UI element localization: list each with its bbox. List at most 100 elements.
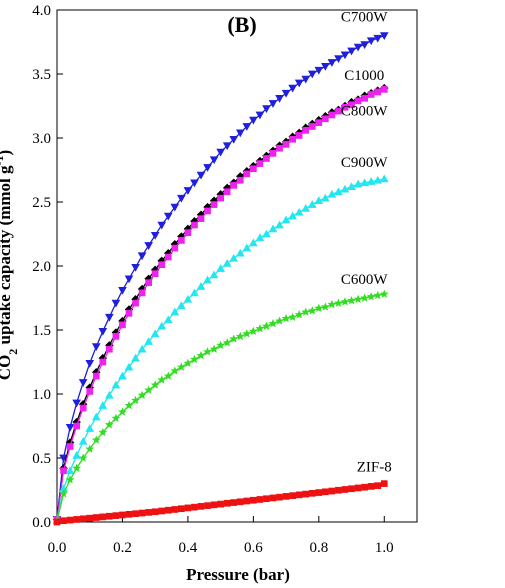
data-point-c600w xyxy=(222,338,232,347)
data-point-c800w xyxy=(86,388,94,395)
data-point-c900w xyxy=(281,215,291,224)
data-point-zif-8 xyxy=(73,516,80,523)
data-point-zif-8 xyxy=(341,486,349,493)
data-point-zif-8 xyxy=(138,509,146,517)
data-point-c700w xyxy=(314,66,324,75)
data-point-c900w xyxy=(183,294,193,303)
data-point-c900w xyxy=(105,390,114,399)
plot-frame xyxy=(56,9,418,523)
data-point-zif-8 xyxy=(79,515,87,523)
data-point-c700w xyxy=(196,171,206,180)
data-point-c800w xyxy=(295,132,303,139)
data-point-c900w xyxy=(353,179,363,188)
y-tick-label: 3.5 xyxy=(32,67,51,83)
data-point-c800w xyxy=(125,310,133,317)
data-point-zif-8 xyxy=(197,503,205,510)
data-point-c600w xyxy=(150,380,160,389)
plot-border xyxy=(56,9,418,523)
data-point-zif-8 xyxy=(328,487,336,495)
data-point-c900w xyxy=(177,301,186,310)
data-point-c700w xyxy=(78,379,88,387)
data-point-zif-8 xyxy=(302,490,310,498)
series-c700w xyxy=(52,32,389,524)
data-point-c700w xyxy=(321,62,330,71)
data-point-c600w xyxy=(366,292,376,301)
data-point-c900w xyxy=(144,337,153,345)
data-point-zif-8 xyxy=(263,495,270,503)
data-point-zif-8 xyxy=(256,496,264,503)
data-point-c800w xyxy=(73,422,80,430)
data-point-zif-8 xyxy=(171,506,179,513)
data-point-c800w xyxy=(276,144,283,152)
data-point-c700w xyxy=(235,129,245,138)
data-point-c900w xyxy=(307,200,317,208)
data-point-c700w xyxy=(209,156,219,165)
x-tick-label: 0.0 xyxy=(48,540,67,556)
data-point-c800w xyxy=(66,443,74,450)
data-point-c600w xyxy=(242,329,252,338)
data-point-c800w xyxy=(99,358,107,366)
data-point-c900w xyxy=(157,321,167,330)
data-point-c700w xyxy=(111,299,121,308)
data-point-c800w xyxy=(178,237,185,244)
data-point-c800w xyxy=(132,299,139,307)
data-point-c600w xyxy=(379,289,389,298)
series-group xyxy=(52,32,389,526)
y-axis: 0.0 0.5 1.0 1.5 2.0 2.5 3.0 3.5 4.0 xyxy=(32,3,63,531)
data-point-c900w xyxy=(334,187,343,196)
data-point-c800w xyxy=(79,404,87,412)
data-point-zif-8 xyxy=(125,510,133,518)
data-point-c800w xyxy=(302,126,310,134)
data-point-c800w xyxy=(236,176,244,184)
data-point-c600w xyxy=(131,395,140,405)
data-point-zif-8 xyxy=(250,496,257,504)
data-point-zif-8 xyxy=(269,494,277,502)
x-tick-label: 0.2 xyxy=(113,540,132,556)
data-point-zif-8 xyxy=(86,514,94,522)
data-point-c800w xyxy=(106,345,113,353)
data-point-c700w xyxy=(288,84,297,93)
y-axis-title: CO2 uptake capacity (mmol g-1) xyxy=(0,150,20,380)
data-point-c900w xyxy=(301,203,311,212)
data-point-c900w xyxy=(190,288,199,297)
data-point-c600w xyxy=(190,354,199,364)
data-point-c600w xyxy=(124,400,134,410)
data-point-c600w xyxy=(144,385,153,394)
data-point-c700w xyxy=(360,41,369,49)
data-point-zif-8 xyxy=(308,489,316,497)
data-point-c600w xyxy=(360,293,369,302)
data-point-c700w xyxy=(177,194,186,203)
data-point-c800w xyxy=(374,88,382,96)
data-point-c800w xyxy=(151,270,159,278)
data-point-c600w xyxy=(268,319,278,328)
data-point-c600w xyxy=(196,351,206,360)
data-point-zif-8 xyxy=(230,499,238,506)
data-point-c800w xyxy=(348,101,355,109)
data-point-zif-8 xyxy=(322,488,329,496)
data-point-c800w xyxy=(223,188,231,196)
x-tick-label: 0.4 xyxy=(179,540,198,556)
data-point-c700w xyxy=(163,212,173,221)
data-point-c600w xyxy=(157,375,167,384)
data-point-c600w xyxy=(275,316,284,325)
y-tick-label: 4.0 xyxy=(32,3,51,19)
data-point-c600w xyxy=(85,444,95,453)
data-point-zif-8 xyxy=(106,512,113,520)
data-point-c600w xyxy=(65,475,75,484)
data-point-zif-8 xyxy=(145,509,152,516)
y-tick-label: 0.0 xyxy=(32,515,51,531)
x-axis-title: Pressure (bar) xyxy=(186,565,290,584)
data-point-c900w xyxy=(131,353,140,362)
data-point-c900w xyxy=(78,436,88,445)
data-point-zif-8 xyxy=(164,506,172,514)
data-point-c800w xyxy=(263,155,270,162)
data-point-zif-8 xyxy=(158,507,166,515)
data-point-c900w xyxy=(118,371,127,380)
data-point-c900w xyxy=(262,229,271,238)
data-point-c600w xyxy=(288,312,297,321)
data-point-c700w xyxy=(157,221,167,230)
data-point-c600w xyxy=(347,295,356,305)
data-point-c800w xyxy=(191,221,198,229)
data-point-zif-8 xyxy=(92,514,100,521)
data-point-c700w xyxy=(281,89,291,98)
